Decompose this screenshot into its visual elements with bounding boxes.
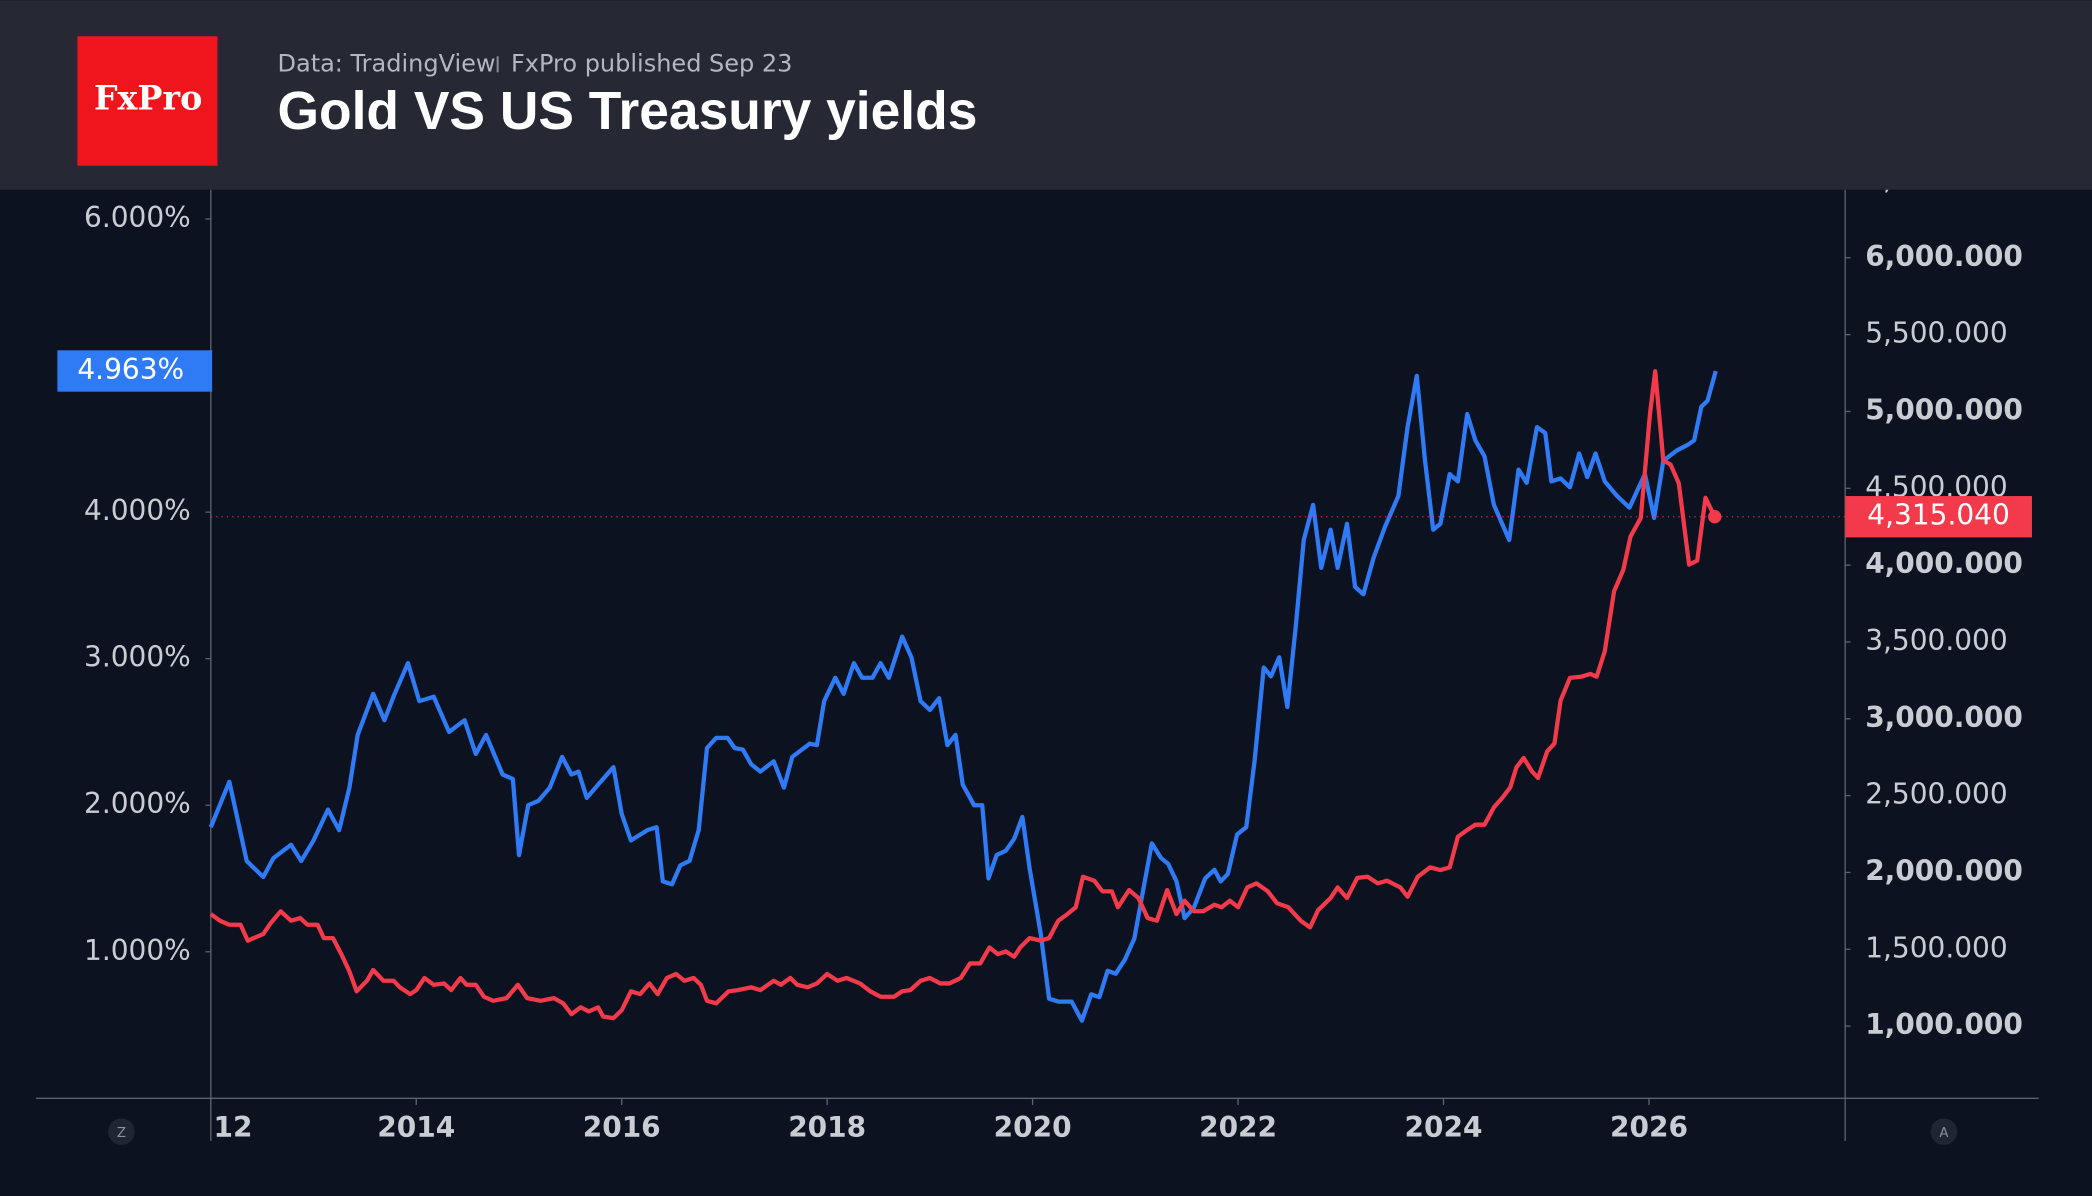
x-tick-label: 2016 — [583, 1111, 661, 1144]
chart-title: Gold VS US Treasury yields — [278, 82, 978, 141]
y-tick-label: 6.000% — [84, 201, 191, 234]
y2-tick-label: 2,000.000 — [1865, 854, 2023, 887]
y2-tick-label: 3,000.000 — [1865, 701, 2023, 734]
y-tick-label: 1.000% — [84, 934, 191, 967]
header: FxPro Data: TradingView FxPro published … — [0, 0, 2092, 190]
last-value-label: 4,315.040 — [1867, 499, 2010, 532]
last-value-box — [1845, 496, 2032, 538]
published: FxPro published Sep 23 — [511, 49, 792, 77]
y2-tick-label: 6,000.000 — [1865, 240, 2023, 273]
y-tick-label: 3.000% — [84, 641, 191, 674]
axis-button — [1930, 1118, 1958, 1146]
axis-button-label: A — [1939, 1126, 1948, 1141]
plot-area: 1.000% 2.000% 3.000% 4.000% 6.000% 1,000.000 1… — [36, 163, 2039, 1146]
axis-button-label: Z — [117, 1126, 126, 1141]
y-tick-label: 4.000% — [84, 494, 191, 527]
x-tick-label: 2022 — [1199, 1111, 1277, 1144]
y2-tick-label: 4,000.000 — [1865, 547, 2023, 580]
header-bar — [0, 0, 2092, 190]
y-tick-label: 2.000% — [84, 787, 191, 820]
x-tick-label: 12 — [213, 1111, 252, 1144]
x-tick-label: 2014 — [377, 1111, 455, 1144]
last-value-label: 4.963% — [77, 353, 184, 386]
last-point — [1708, 510, 1722, 524]
y2-tick-label: 1,500.000 — [1865, 931, 2008, 964]
logo-box — [77, 36, 218, 166]
y2-tick-label: 3,500.000 — [1865, 624, 2008, 657]
axis-button — [108, 1118, 135, 1146]
x-tick-label: 2024 — [1405, 1111, 1483, 1144]
last-value-box — [57, 350, 213, 392]
y2-tick-label: 1,000.000 — [1865, 1008, 2023, 1041]
series-line — [208, 370, 1718, 1023]
y2-tick-label: 2,500.000 — [1865, 778, 2008, 811]
x-tick-label: 2020 — [994, 1111, 1072, 1144]
y2-tick-label: 5,000.000 — [1865, 393, 2023, 426]
x-tick-label: 2026 — [1610, 1111, 1688, 1144]
series-line — [209, 369, 1717, 1021]
x-tick-label: 2018 — [788, 1111, 866, 1144]
logo: FxPro — [94, 78, 202, 117]
source: Data: TradingView — [278, 49, 496, 77]
y2-tick-label: 5,500.000 — [1865, 317, 2008, 350]
